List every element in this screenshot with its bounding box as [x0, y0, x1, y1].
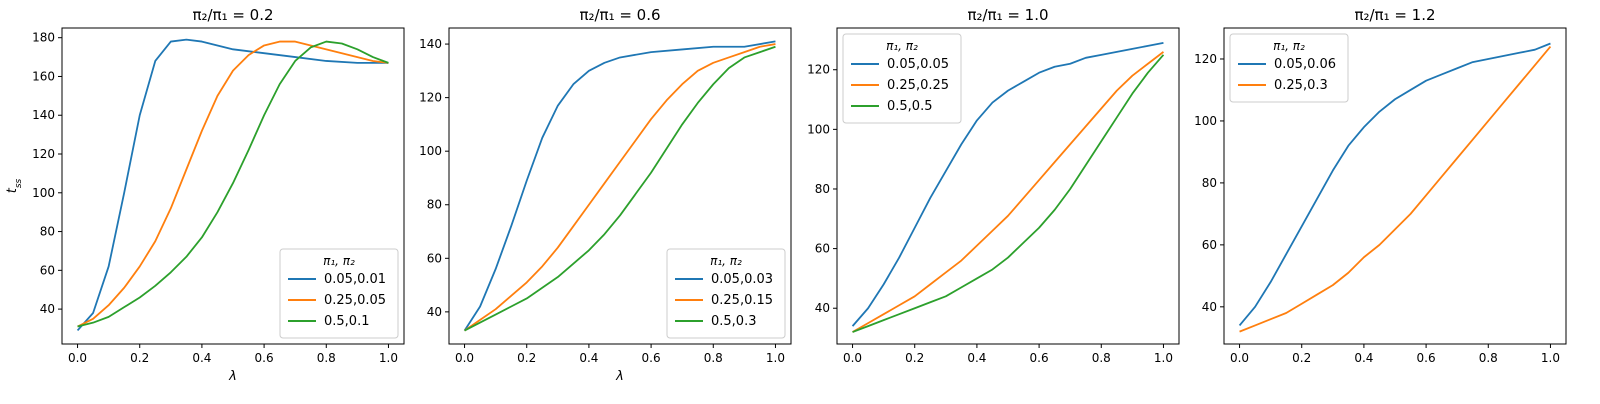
x-tick-label: 0.0	[843, 351, 862, 365]
series-line-2	[464, 43, 776, 332]
y-tick-label: 120	[1194, 52, 1217, 66]
y-tick-label: 100	[807, 122, 830, 136]
legend: π₁, π₂ 0.05,0.01 0.25,0.05 0.5,0.1	[279, 248, 399, 339]
legend-title: π₁, π₂	[710, 254, 742, 268]
y-tick-label: 80	[427, 198, 442, 212]
y-tick-label: 60	[40, 263, 55, 277]
legend-label: 0.05,0.05	[887, 57, 949, 72]
legend-label: 0.25,0.15	[711, 293, 773, 308]
legend-box	[842, 33, 962, 124]
panel-title: π₂/π₁ = 0.6	[579, 6, 660, 24]
panel-title: π₂/π₁ = 1.2	[1354, 6, 1435, 24]
series-line-2	[77, 40, 389, 328]
y-tick-label: 80	[815, 182, 830, 196]
series-line-2	[1239, 46, 1552, 333]
panel-title: π₂/π₁ = 0.2	[192, 6, 273, 24]
x-tick-label: 0.0	[68, 351, 87, 365]
y-tick-label: 100	[419, 144, 442, 158]
y-axis-label: tss	[5, 178, 24, 193]
legend-title: π₁, π₂	[323, 254, 355, 268]
series-line-1	[463, 40, 776, 332]
series-line-2	[852, 51, 1164, 333]
x-axis-label: λ	[228, 369, 237, 384]
legend-title: π₁, π₂	[1273, 39, 1305, 53]
legend: π₁, π₂ 0.05,0.03 0.25,0.15 0.5,0.3	[666, 248, 786, 339]
x-tick-label: 0.4	[192, 351, 211, 365]
x-tick-label: 0.8	[1092, 351, 1111, 365]
x-tick-label: 0.2	[517, 351, 536, 365]
y-tick-label: 100	[1194, 114, 1217, 128]
legend-box	[279, 248, 399, 339]
x-tick-label: 0.6	[255, 351, 274, 365]
y-tick-label: 40	[1202, 300, 1217, 314]
y-tick-label: 60	[815, 242, 830, 256]
y-tick-label: 120	[807, 63, 830, 77]
x-tick-label: 0.6	[1417, 351, 1436, 365]
y-tick-label: 60	[427, 251, 442, 265]
x-tick-label: 0.0	[1230, 351, 1249, 365]
legend-label: 0.05,0.01	[324, 272, 386, 287]
panel-3: π₂/π₁ = 1.0 0.0 0.2 0.4 0.6 0.8 1.0 40 60 80 100 12…	[807, 6, 1180, 365]
y-tick-label: 40	[427, 305, 442, 319]
y-tick-label: 100	[32, 186, 55, 200]
legend-label: 0.5,0.1	[324, 314, 369, 329]
legend-label: 0.25,0.25	[887, 78, 949, 93]
x-tick-label: 0.2	[1292, 351, 1311, 365]
y-tick-label: 140	[32, 108, 55, 122]
series-line-3	[464, 45, 776, 332]
legend-label: 0.05,0.06	[1274, 57, 1336, 72]
x-tick-label: 0.6	[642, 351, 661, 365]
x-tick-label: 0.8	[1479, 351, 1498, 365]
legend: π₁, π₂ 0.05,0.05 0.25,0.25 0.5,0.5	[842, 33, 962, 124]
x-axis-label: λ	[615, 369, 624, 384]
panel-2: π₂/π₁ = 0.6 0.0 0.2 0.4 0.6 0.8 1.0 40 60 80 100 12…	[419, 6, 792, 384]
x-tick-label: 1.0	[1154, 351, 1173, 365]
series-line-1	[76, 38, 389, 332]
y-tick-label: 140	[419, 37, 442, 51]
x-tick-label: 0.4	[1354, 351, 1373, 365]
x-tick-label: 0.2	[905, 351, 924, 365]
panel-1: π₂/π₁ = 0.2 0.0 0.2 0.4 0.6 0.8 1.0 40 60 80 100 12…	[5, 6, 405, 384]
series-line-1	[851, 42, 1164, 327]
series-line-3	[852, 54, 1165, 333]
x-tick-label: 0.8	[704, 351, 723, 365]
legend-label: 0.25,0.05	[324, 293, 386, 308]
y-tick-label: 120	[419, 91, 442, 105]
legend-box	[666, 248, 786, 339]
legend-title: π₁, π₂	[886, 39, 918, 53]
x-tick-label: 0.0	[455, 351, 474, 365]
y-tick-label: 60	[1202, 238, 1217, 252]
legend: π₁, π₂ 0.05,0.06 0.25,0.3	[1229, 33, 1349, 103]
series-line-1	[1238, 42, 1551, 326]
y-tick-label: 40	[815, 301, 830, 315]
legend-label: 0.5,0.5	[887, 99, 932, 114]
x-tick-label: 1.0	[379, 351, 398, 365]
y-tick-label: 80	[1202, 176, 1217, 190]
y-tick-label: 160	[32, 69, 55, 83]
panel-title: π₂/π₁ = 1.0	[967, 6, 1048, 24]
y-tick-label: 40	[40, 302, 55, 316]
x-tick-label: 0.8	[317, 351, 336, 365]
x-tick-label: 1.0	[766, 351, 785, 365]
legend-label: 0.05,0.03	[711, 272, 773, 287]
y-tick-label: 180	[32, 31, 55, 45]
panel-4: π₂/π₁ = 1.2 0.0 0.2 0.4 0.6 0.8 1.0 40 60 80 100 12…	[1194, 6, 1567, 365]
legend-label: 0.5,0.3	[711, 314, 756, 329]
x-tick-label: 0.4	[967, 351, 986, 365]
series-line-3	[77, 40, 389, 328]
x-tick-label: 0.2	[130, 351, 149, 365]
y-tick-label: 120	[32, 147, 55, 161]
legend-label: 0.25,0.3	[1274, 78, 1328, 93]
x-tick-label: 0.4	[579, 351, 598, 365]
x-tick-label: 0.6	[1030, 351, 1049, 365]
x-tick-label: 1.0	[1541, 351, 1560, 365]
y-tick-label: 80	[40, 225, 55, 239]
